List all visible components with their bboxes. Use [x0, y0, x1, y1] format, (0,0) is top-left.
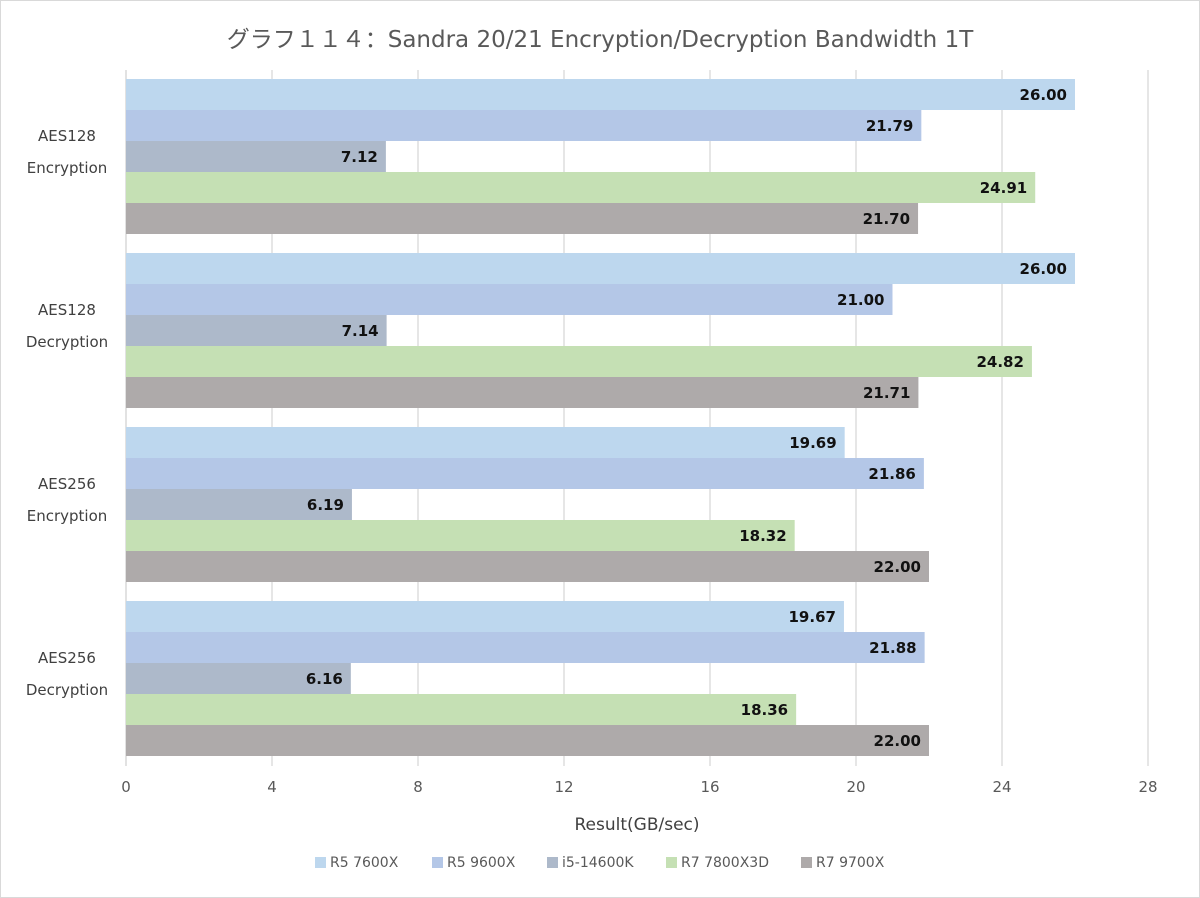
- x-tick-label: 16: [700, 778, 719, 796]
- data-label: 26.00: [1020, 86, 1067, 104]
- data-label: 21.88: [869, 639, 916, 657]
- bar: [126, 141, 386, 172]
- x-tick-label: 24: [992, 778, 1011, 796]
- data-label: 24.91: [980, 179, 1027, 197]
- data-label: 21.70: [863, 210, 910, 228]
- bar: [126, 315, 387, 346]
- data-label: 21.71: [863, 384, 910, 402]
- category-label: Decryption: [26, 681, 108, 699]
- x-tick-label: 4: [267, 778, 277, 796]
- bar: [126, 284, 893, 315]
- chart-title: グラフ１１４：Sandra 20/21 Encryption/Decryptio…: [227, 27, 974, 53]
- x-tick-label: 20: [846, 778, 865, 796]
- x-tick-label: 8: [413, 778, 423, 796]
- data-label: 24.82: [976, 353, 1023, 371]
- x-tick-label: 28: [1138, 778, 1157, 796]
- legend-label: R7 7800X3D: [681, 855, 769, 871]
- data-label: 18.36: [741, 701, 788, 719]
- category-labels: AES128 Encryption AES128 Decryption AES256 En…: [26, 127, 108, 699]
- bar: [126, 427, 845, 458]
- data-label: 22.00: [874, 732, 921, 750]
- legend-swatch: [666, 857, 677, 868]
- data-label: 7.12: [341, 148, 378, 166]
- legend-swatch: [801, 857, 812, 868]
- category-label: Encryption: [27, 507, 108, 525]
- bars: 26.00 21.79 7.12 24.91 21.70 26.00 21.00 7.14 24…: [126, 79, 1075, 756]
- legend-label: R5 9600X: [447, 855, 516, 871]
- bar: [126, 663, 351, 694]
- data-label: 21.86: [868, 465, 915, 483]
- bar: [126, 253, 1075, 284]
- legend-label: i5-14600K: [562, 855, 634, 871]
- legend-swatch: [432, 857, 443, 868]
- bar: [126, 346, 1032, 377]
- bar: [126, 551, 929, 582]
- category-label: Decryption: [26, 333, 108, 351]
- data-label: 19.69: [789, 434, 836, 452]
- x-tick-labels: 0 4 8 12 16 20 24 28: [121, 778, 1157, 796]
- bar: [126, 601, 844, 632]
- bar: [126, 694, 797, 725]
- data-label: 21.00: [837, 291, 884, 309]
- category-label: AES256: [38, 649, 96, 667]
- bar: [126, 458, 924, 489]
- bar: [126, 489, 352, 520]
- category-label: Encryption: [27, 159, 108, 177]
- legend: R5 7600X R5 9600X i5-14600K R7 7800X3D R7 97…: [315, 855, 885, 871]
- legend-label: R5 7600X: [330, 855, 399, 871]
- data-label: 7.14: [342, 322, 379, 340]
- bar: [126, 172, 1036, 203]
- x-tick-label: 0: [121, 778, 131, 796]
- bar: [126, 632, 925, 663]
- category-label: AES128: [38, 127, 96, 145]
- category-label: AES128: [38, 301, 96, 319]
- data-label: 6.19: [307, 496, 344, 514]
- data-label: 26.00: [1020, 260, 1067, 278]
- legend-swatch: [547, 857, 558, 868]
- bar: [126, 203, 919, 234]
- bar: [126, 377, 919, 408]
- data-label: 21.79: [866, 117, 913, 135]
- x-tick-label: 12: [554, 778, 573, 796]
- data-label: 6.16: [306, 670, 343, 688]
- legend-swatch: [315, 857, 326, 868]
- bar: [126, 520, 795, 551]
- legend-label: R7 9700X: [816, 855, 885, 871]
- bar: [126, 110, 922, 141]
- bar: [126, 725, 929, 756]
- x-axis-label: Result(GB/sec): [574, 815, 699, 835]
- data-label: 18.32: [739, 527, 786, 545]
- category-label: AES256: [38, 475, 96, 493]
- data-label: 19.67: [789, 608, 836, 626]
- data-label: 22.00: [874, 558, 921, 576]
- bar: [126, 79, 1075, 110]
